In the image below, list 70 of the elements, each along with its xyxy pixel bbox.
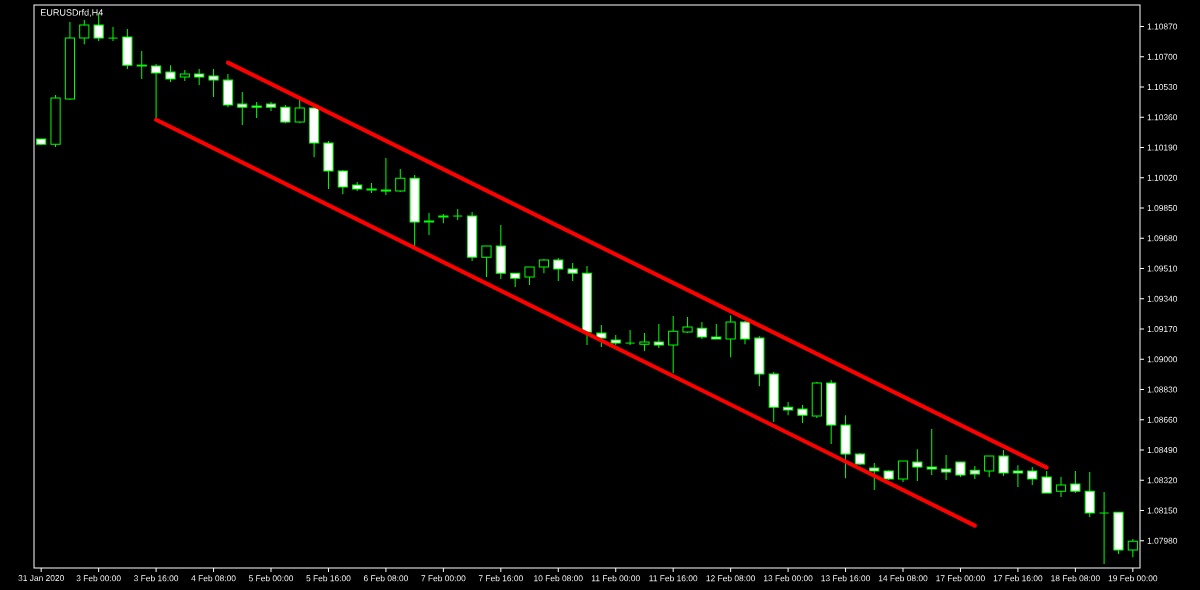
candlestick xyxy=(423,212,435,236)
candlestick xyxy=(998,449,1009,477)
x-tick-label: 3 Feb 16:00 xyxy=(133,575,179,582)
x-tick-label: 6 Feb 08:00 xyxy=(363,575,408,582)
x-tick-label: 7 Feb 16:00 xyxy=(478,575,523,582)
candlestick xyxy=(625,329,636,346)
x-tick-label: 10 Feb 08:00 xyxy=(534,575,583,582)
y-tick-label: 1.10190 xyxy=(1147,144,1178,151)
candlestick xyxy=(1055,476,1067,498)
y-tick-label: 1.08490 xyxy=(1147,447,1178,453)
y-tick-label: 1.10020 xyxy=(1147,174,1178,181)
candlestick xyxy=(136,50,147,80)
x-tick-label: 5 Feb 16:00 xyxy=(306,575,351,582)
x-tick-label: 12 Feb 08:00 xyxy=(706,575,756,582)
candlestick xyxy=(783,401,794,416)
x-tick-label: 3 Feb 00:00 xyxy=(76,575,121,582)
x-tick-label: 17 Feb 00:00 xyxy=(936,575,985,582)
y-tick-label: 1.09680 xyxy=(1147,235,1178,242)
candlestick xyxy=(653,323,664,349)
y-tick-label: 1.09170 xyxy=(1147,326,1178,332)
candlestick xyxy=(337,169,348,195)
candlestick xyxy=(926,428,937,476)
chart-title: EURUSDrfd,H4 xyxy=(41,9,103,17)
candlestick xyxy=(1099,491,1110,565)
y-tick-label: 1.08150 xyxy=(1147,507,1178,514)
y-tick-label: 1.10870 xyxy=(1147,23,1178,30)
y-tick-label: 1.10700 xyxy=(1147,53,1178,60)
candlestick xyxy=(1070,470,1081,494)
candlestick xyxy=(553,257,564,282)
x-tick-label: 11 Feb 00:00 xyxy=(591,575,640,582)
candlestick xyxy=(1041,470,1052,494)
candlestick xyxy=(481,245,492,278)
x-tick-label: 13 Feb 16:00 xyxy=(821,575,870,582)
x-tick-label: 31 Jan 2020 xyxy=(18,575,64,582)
y-tick-label: 1.09850 xyxy=(1147,205,1178,211)
x-tick-label: 7 Feb 00:00 xyxy=(421,575,466,582)
x-tick-label: 5 Feb 00:00 xyxy=(248,575,294,582)
candlestick xyxy=(739,320,751,345)
y-tick-label: 1.08660 xyxy=(1147,416,1178,423)
candlestick xyxy=(237,91,248,126)
candlestick xyxy=(984,455,995,478)
candlestick xyxy=(1012,464,1024,488)
candlestick xyxy=(1084,471,1095,518)
y-tick-label: 1.09510 xyxy=(1147,265,1178,272)
x-tick-label: 11 Feb 16:00 xyxy=(649,575,698,582)
y-tick-label: 1.07980 xyxy=(1147,537,1178,544)
candlestick xyxy=(151,63,162,120)
candlestick xyxy=(941,454,952,481)
candlestick xyxy=(668,315,679,374)
candlestick xyxy=(79,19,90,45)
y-tick-label: 1.09000 xyxy=(1147,356,1178,363)
y-tick-label: 1.08830 xyxy=(1147,386,1178,393)
x-tick-label: 17 Feb 16:00 xyxy=(993,575,1043,582)
candlestick xyxy=(869,462,880,491)
candlestick xyxy=(725,314,736,358)
y-tick-label: 1.09340 xyxy=(1147,295,1178,302)
x-tick-label: 13 Feb 00:00 xyxy=(763,575,813,582)
y-tick-label: 1.10530 xyxy=(1147,84,1178,90)
candlestick xyxy=(107,26,119,42)
candlestick xyxy=(897,460,909,483)
y-tick-label: 1.08320 xyxy=(1147,477,1178,484)
candlestick xyxy=(912,448,923,482)
candlestick xyxy=(208,68,219,98)
x-tick-label: 14 Feb 08:00 xyxy=(878,575,928,582)
x-tick-label: 19 Feb 00:00 xyxy=(1108,575,1158,582)
y-tick-label: 1.10360 xyxy=(1147,114,1178,121)
candlestick xyxy=(380,157,392,196)
x-tick-label: 18 Feb 08:00 xyxy=(1051,575,1100,582)
candlestick xyxy=(1127,538,1138,558)
x-tick-label: 4 Feb 08:00 xyxy=(191,575,236,582)
